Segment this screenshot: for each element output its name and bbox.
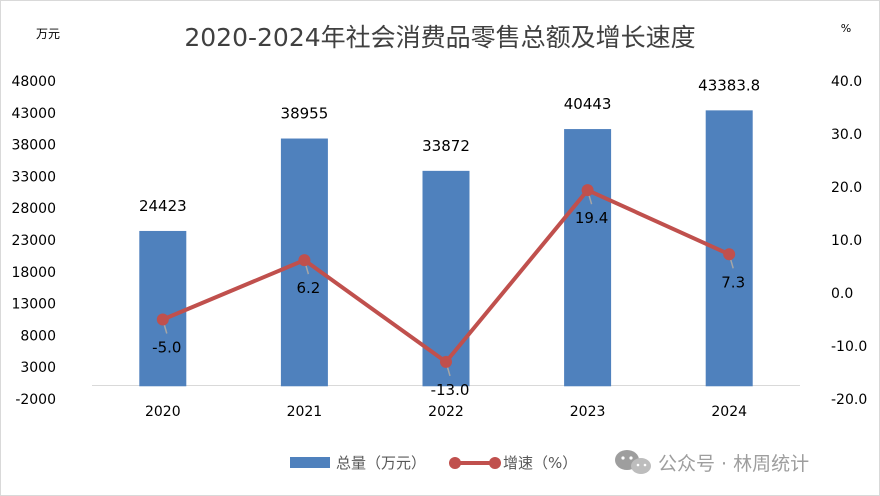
left-axis-ticks: 48000 43000 38000 33000 28000 23000 18000 13000… (11, 74, 56, 408)
legend-bar-swatch (290, 457, 330, 468)
left-axis-unit: 万元 (36, 27, 60, 41)
bar-label-2021: 38955 (281, 105, 329, 123)
bar-series (139, 110, 753, 387)
line-label-2020: -5.0 (152, 339, 181, 357)
bar-2022 (422, 170, 470, 387)
line-label-2021: 6.2 (296, 279, 320, 297)
chart-title: 2020-2024年社会消费品零售总额及增长速度 (184, 23, 695, 52)
left-tick-label-8: 8000 (20, 328, 56, 344)
legend-line-label: 增速（%） (503, 454, 577, 472)
left-tick-label-5: 23000 (11, 233, 56, 249)
line-point-2024 (723, 248, 736, 261)
legend: 总量（万元） 增速（%） (290, 454, 577, 472)
x-axis-ticks: 2020 2021 2022 2023 2024 (145, 404, 747, 420)
bar-2023 (564, 129, 612, 387)
right-tick-label-0: 40.0 (831, 74, 862, 90)
bar-label-2020: 24423 (139, 197, 187, 215)
left-tick-label-10: -2000 (15, 392, 56, 408)
left-tick-label-0: 48000 (11, 74, 56, 90)
x-tick-label-2023: 2023 (570, 404, 606, 420)
line-series: -5.0 6.2 -13.0 19.4 7.3 (152, 184, 745, 399)
line-point-2022 (440, 355, 452, 368)
legend-line-marker-left (449, 457, 461, 469)
left-tick-label-9: 3000 (20, 360, 56, 376)
left-tick-label-6: 18000 (11, 265, 56, 281)
left-tick-label-1: 43000 (11, 106, 56, 122)
line-label-2022: -13.0 (431, 381, 470, 399)
right-axis-unit: % (841, 22, 851, 35)
right-tick-label-2: 20.0 (831, 180, 862, 196)
bar-label-2022: 33872 (422, 137, 470, 155)
right-tick-label-6: -20.0 (831, 392, 867, 408)
x-tick-label-2020: 2020 (145, 404, 181, 420)
line-point-2023 (581, 184, 594, 197)
bar-data-labels: 24423 38955 33872 40443 43383.8 (139, 76, 760, 215)
line-label-2024: 7.3 (721, 273, 745, 291)
right-tick-label-5: -10.0 (831, 339, 867, 355)
left-tick-label-4: 28000 (11, 201, 56, 217)
left-tick-label-7: 13000 (11, 297, 56, 313)
legend-line-marker-right (489, 457, 501, 469)
x-tick-label-2022: 2022 (428, 404, 464, 420)
line-point-2021 (298, 254, 311, 267)
bar-label-2024: 43383.8 (698, 76, 760, 94)
right-tick-label-4: 0.0 (831, 286, 853, 302)
watermark-text: 公众号 · 林周统计 (658, 453, 809, 475)
bar-label-2023: 40443 (564, 95, 612, 113)
line-point-2020 (156, 313, 169, 326)
legend-bar-label: 总量（万元） (336, 454, 426, 472)
left-tick-label-3: 33000 (11, 169, 56, 185)
wechat-icon (615, 450, 651, 474)
left-tick-label-2: 38000 (11, 138, 56, 154)
line-label-2023: 19.4 (575, 209, 608, 227)
right-tick-label-3: 10.0 (831, 233, 862, 249)
x-tick-label-2021: 2021 (287, 404, 323, 420)
watermark: 公众号 · 林周统计 (615, 450, 809, 475)
right-tick-label-1: 30.0 (831, 127, 862, 143)
bar-2020 (139, 230, 187, 387)
x-tick-label-2024: 2024 (711, 404, 747, 420)
right-axis-ticks: 40.0 30.0 20.0 10.0 0.0 -10.0 -20.0 (831, 74, 867, 408)
